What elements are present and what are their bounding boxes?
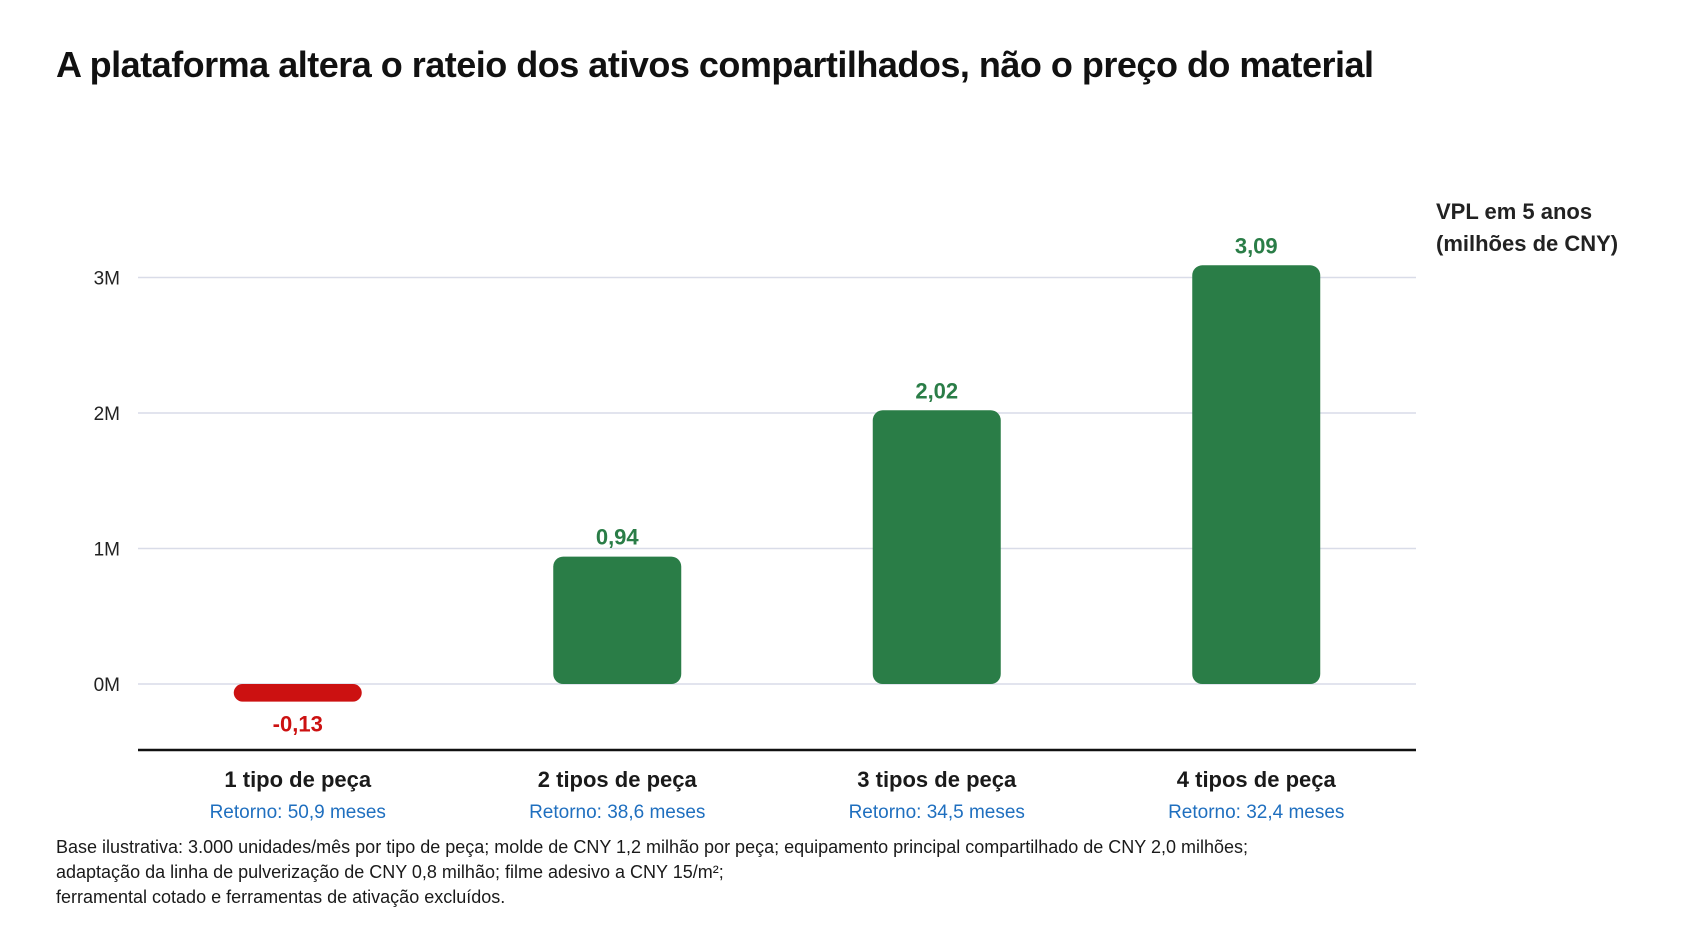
bar-value-label: -0,13 (273, 712, 323, 737)
unit-label-line2: (milhões de CNY) (1436, 231, 1619, 256)
payback-label: Retorno: 38,6 meses (529, 802, 705, 823)
category-label: 1 tipo de peça (224, 767, 371, 792)
footnote-line2: adaptação da linha de pulverização de CN… (56, 862, 724, 882)
bar (872, 410, 1001, 684)
y-axis-unit-label: VPL em 5 anos (milhões de CNY) (1436, 196, 1618, 260)
footnote-line1: Base ilustrativa: 3.000 unidades/mês por… (56, 837, 1249, 857)
bar (1192, 265, 1321, 684)
payback-label: Retorno: 50,9 meses (210, 802, 386, 823)
bar (233, 684, 362, 702)
unit-label-line1: VPL em 5 anos (1436, 199, 1593, 224)
category-label: 2 tipos de peça (538, 767, 698, 792)
payback-label: Retorno: 32,4 meses (1168, 802, 1344, 823)
y-tick-label: 3M (94, 269, 120, 290)
bar (553, 556, 682, 684)
y-tick-label: 1M (94, 540, 120, 561)
footnote: Base ilustrativa: 3.000 unidades/mês por… (56, 835, 1248, 910)
bar-value-label: 0,94 (596, 525, 640, 550)
payback-label: Retorno: 34,5 meses (849, 802, 1025, 823)
bar-value-label: 3,09 (1235, 233, 1278, 258)
y-tick-label: 0M (94, 675, 120, 696)
footnote-line3: ferramental cotado e ferramentas de ativ… (56, 887, 506, 907)
category-label: 4 tipos de peça (1177, 767, 1337, 792)
page-title: A plataforma altera o rateio dos ativos … (56, 44, 1374, 85)
bar-value-label: 2,02 (915, 378, 958, 403)
y-tick-label: 2M (94, 404, 120, 425)
category-label: 3 tipos de peça (857, 767, 1017, 792)
